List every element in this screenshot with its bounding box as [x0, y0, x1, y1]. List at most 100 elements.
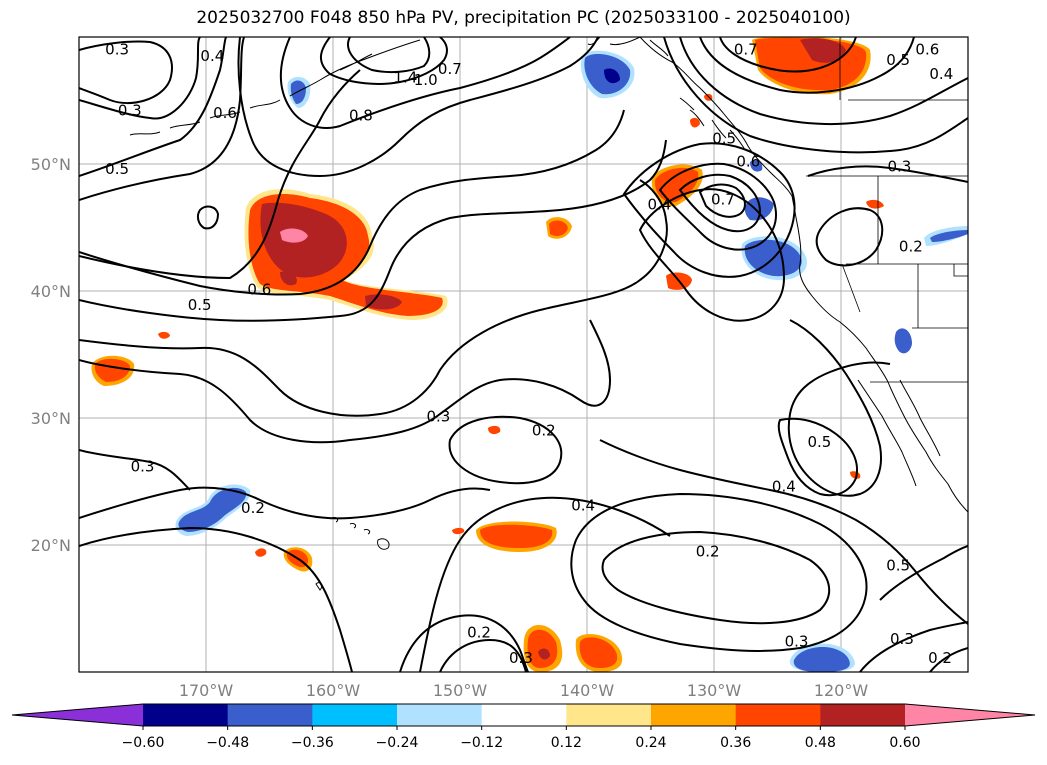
pv-contour-0.5-far-se [879, 545, 968, 601]
coastline-baja [857, 379, 917, 487]
contour-label: 0.3 [890, 630, 914, 648]
pv-contour-0.3-far-east-south [859, 621, 968, 672]
contour-label: 0.4 [200, 47, 224, 65]
contour-label: 0.8 [349, 107, 373, 125]
contour-label: 1.0 [414, 71, 438, 89]
precip-blob-south-center-dark [538, 648, 550, 660]
contour-label: 0.2 [467, 624, 491, 642]
colorbar-tick-label: −0.36 [291, 735, 334, 751]
precip-blob-south-center-red [527, 629, 618, 668]
contour-label: 0.5 [712, 130, 736, 148]
pv-contour-0.3-far-sw [79, 449, 191, 491]
precip-blob-small1 [158, 331, 170, 339]
contour-label: 0.3 [131, 457, 155, 475]
contour-label: 0.3 [426, 408, 450, 426]
colorbar-extend-high [905, 704, 1035, 726]
colorbar-segment [820, 704, 906, 726]
colorbar-segment [566, 704, 652, 726]
contour-label: 0.7 [711, 191, 735, 209]
precip-positive-shading [91, 37, 884, 672]
aleutian-islands [129, 79, 321, 136]
pv-contour-0.6-central [79, 109, 625, 296]
pv-contour-0.4-se [599, 439, 968, 625]
contour-label: 0.6 [736, 152, 760, 170]
precip-neg-bc-small [750, 160, 763, 172]
precip-blob-subtropic-red [480, 524, 553, 548]
colorbar-tick-label: −0.48 [206, 735, 249, 751]
contour-label: 0.7 [734, 41, 758, 59]
colorbar-segment [651, 704, 737, 726]
state-borders [806, 175, 968, 383]
lat-tick-label: 40°N [31, 282, 71, 301]
pv-contour-0.3-north-east [807, 165, 968, 183]
contour-label: 0.2 [241, 499, 265, 517]
alaska-peninsula [319, 39, 421, 81]
lon-tick-label: 150°W [433, 681, 488, 700]
contour-label: 0.4 [571, 497, 595, 515]
colorbar-tick-label: −0.12 [460, 735, 503, 751]
lon-tick-label: 140°W [560, 681, 615, 700]
pv-contour-0.2-hawaii [448, 415, 563, 485]
colorbar-tick-label: −0.24 [376, 735, 419, 751]
precip-blob-bc-small [690, 93, 713, 128]
pv-contour-0.3-nw [79, 40, 173, 105]
pv-contour-0.7-north [279, 37, 571, 129]
map-title: 2025032700 F048 850 hPa PV, precipitatio… [196, 8, 851, 28]
colorbar-segment [312, 704, 398, 726]
colorbar-tick-label: 0.60 [889, 735, 920, 751]
contour-label: 0.5 [886, 556, 910, 574]
pv-contour-0.8 [79, 69, 361, 280]
precip-neg-california [894, 328, 912, 354]
colorbar-segment [397, 704, 483, 726]
colorbar-segment [481, 704, 567, 726]
map-plot-area [79, 37, 968, 672]
contour-label: 0.5 [886, 51, 910, 69]
contour-label: 0.4 [929, 65, 953, 83]
pv-contour-0.3-center-south [79, 486, 491, 520]
precip-blob-central-pacific-pink [280, 228, 308, 243]
pv-contour-0.6-west [79, 37, 245, 201]
pv-contour-0.6-east [678, 173, 762, 233]
contour-label: 0.3 [785, 633, 809, 651]
pv-contour-0.2-far-east-south [929, 647, 968, 672]
map-tick-labels: 170°W 160°W 150°W 140°W 130°W 120°W 20°N 30°N 40… [31, 155, 869, 700]
pv-contour-0.3-east [638, 188, 786, 322]
contour-label: 0.5 [188, 296, 212, 314]
precip-neg-hawaii-north-blue [178, 487, 247, 532]
contour-label: 0.4 [772, 478, 796, 496]
lon-tick-label: 120°W [814, 681, 869, 700]
precip-blob-center-small-red [549, 220, 568, 236]
pv-contour-0.2-south [601, 530, 830, 625]
colorbar-tick-label: −0.60 [122, 735, 165, 751]
contour-label: 0.4 [647, 196, 671, 214]
lon-tick-label: 170°W [179, 681, 234, 700]
contour-label: 0.6 [915, 41, 939, 59]
pv-contour-0.4-gulf [663, 37, 968, 154]
coastline-mexico-gulf [899, 379, 941, 457]
colorbar-segment [735, 704, 821, 726]
pv-contour-0.6-north [237, 37, 599, 178]
colorbar-segment [227, 704, 313, 726]
precip-neg-rockies-blue [930, 230, 968, 242]
contour-label: 0.3 [105, 41, 129, 59]
coastline-north-america [639, 37, 968, 513]
precip-blob-gulf-ak-dark [800, 38, 846, 63]
contour-label: 0.2 [899, 238, 923, 256]
contour-label: 0.3 [509, 649, 533, 667]
colorbar-tick-label: 0.36 [720, 735, 751, 751]
lat-tick-label: 50°N [31, 155, 71, 174]
pv-contour-0.5-west [79, 37, 227, 177]
precip-neg-gulf-navy [604, 68, 620, 84]
pv-contour-0.6-gulf [699, 37, 915, 94]
precip-blob-small3 [488, 425, 501, 435]
lon-tick-label: 130°W [687, 681, 742, 700]
colorbar-tick-label: 0.12 [551, 735, 582, 751]
contour-label: 0.2 [696, 542, 720, 560]
pv-contour-0.5-gulf [679, 37, 968, 125]
colorbar-tick-label: 0.48 [805, 735, 836, 751]
coastline-bc-islands [679, 97, 745, 149]
contour-label: 0.5 [105, 160, 129, 178]
colorbar-extend-low [12, 704, 143, 726]
pv-contour-0.3-central [79, 319, 612, 444]
